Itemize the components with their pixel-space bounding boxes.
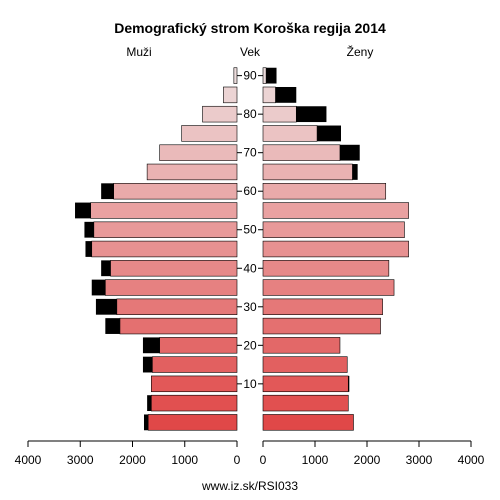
female-bar-10-14 bbox=[262, 375, 349, 393]
female-bar-85-89 bbox=[262, 86, 276, 104]
female-bar-65-69 bbox=[262, 163, 353, 181]
male-excess-40-44 bbox=[101, 260, 111, 277]
male-bar-65-69 bbox=[146, 163, 238, 181]
female-bar-35-39 bbox=[262, 279, 395, 296]
female-axis-tick-label: 4000 bbox=[458, 453, 485, 467]
male-excess-60-64 bbox=[101, 183, 114, 200]
female-excess-10-14 bbox=[348, 375, 350, 392]
right-series-label: Ženy bbox=[347, 44, 374, 59]
male-bar-55-59 bbox=[90, 202, 238, 219]
female-bar-25-29 bbox=[262, 317, 381, 335]
male-bar-0-4 bbox=[147, 414, 238, 431]
female-bar-15-19 bbox=[262, 356, 348, 373]
age-tick-label: 80 bbox=[243, 107, 257, 121]
male-bar-45-49 bbox=[91, 240, 238, 258]
female-axis-tick-label: 0 bbox=[260, 453, 267, 467]
male-excess-30-34 bbox=[95, 298, 117, 315]
female-bar-55-59 bbox=[262, 202, 409, 219]
male-bar-30-34 bbox=[116, 298, 238, 315]
female-excess-75-79 bbox=[317, 125, 341, 142]
female-bar-30-34 bbox=[262, 298, 383, 315]
male-excess-35-39 bbox=[91, 279, 106, 296]
female-bar-5-9 bbox=[262, 394, 349, 412]
age-tick-label: 30 bbox=[243, 300, 257, 314]
male-bar-10-14 bbox=[151, 375, 238, 393]
female-excess-70-74 bbox=[339, 144, 360, 161]
female-axis-tick-label: 3000 bbox=[406, 453, 433, 467]
footer-source: www.iz.sk/RSI033 bbox=[201, 479, 298, 493]
female-bars bbox=[262, 67, 409, 431]
age-tick-label: 40 bbox=[243, 261, 257, 275]
female-bar-20-24 bbox=[262, 337, 341, 354]
age-tick-label: 70 bbox=[243, 146, 257, 160]
male-axis-tick-label: 1000 bbox=[171, 453, 198, 467]
male-bar-15-19 bbox=[152, 356, 238, 373]
male-excess-0-4 bbox=[143, 414, 149, 431]
female-axis-tick-label: 2000 bbox=[354, 453, 381, 467]
male-excess-55-59 bbox=[75, 202, 91, 219]
female-bar-45-49 bbox=[262, 240, 409, 258]
male-bar-35-39 bbox=[105, 279, 238, 296]
age-axis: 10 20 30 40 50 60 70 80 90 bbox=[237, 69, 263, 391]
female-bar-80-84 bbox=[262, 105, 297, 123]
age-axis-label: Vek bbox=[240, 45, 261, 59]
male-bars bbox=[75, 67, 238, 431]
male-bar-90+ bbox=[233, 67, 238, 84]
male-excess-15-19 bbox=[142, 356, 153, 373]
chart-title: Demografický strom Koroška regija 2014 bbox=[114, 20, 386, 36]
male-excess-50-54 bbox=[84, 221, 94, 238]
male-excess-5-9 bbox=[147, 395, 152, 412]
left-series-label: Muži bbox=[126, 45, 151, 59]
age-tick-label: 10 bbox=[243, 377, 257, 391]
male-bar-85-89 bbox=[223, 86, 238, 104]
female-bar-50-54 bbox=[262, 221, 405, 238]
male-bar-20-24 bbox=[159, 337, 238, 354]
female-bar-40-44 bbox=[262, 260, 390, 277]
female-bar-75-79 bbox=[262, 125, 318, 142]
male-axis-tick-label: 3000 bbox=[67, 453, 94, 467]
female-bar-90+ bbox=[262, 67, 267, 84]
male-bar-60-64 bbox=[113, 183, 238, 200]
female-axis-tick-label: 1000 bbox=[302, 453, 329, 467]
male-bar-75-79 bbox=[181, 125, 238, 142]
female-bar-70-74 bbox=[262, 144, 341, 161]
male-axis-tick-label: 0 bbox=[234, 453, 241, 467]
female-excess-85-89 bbox=[275, 86, 297, 103]
male-bar-80-84 bbox=[202, 105, 238, 123]
male-bar-50-54 bbox=[93, 221, 238, 238]
female-excess-90+ bbox=[266, 67, 277, 84]
male-bar-25-29 bbox=[119, 317, 238, 335]
male-bar-5-9 bbox=[151, 394, 238, 412]
female-bar-60-64 bbox=[262, 183, 387, 200]
male-axis-tick-label: 4000 bbox=[15, 453, 42, 467]
age-tick-label: 50 bbox=[243, 223, 257, 237]
age-tick-label: 20 bbox=[243, 338, 257, 352]
male-excess-20-24 bbox=[142, 337, 160, 354]
male-bar-70-74 bbox=[159, 144, 238, 161]
female-x-axis: 0 1000 2000 3000 4000 bbox=[260, 440, 485, 467]
male-excess-25-29 bbox=[105, 318, 120, 334]
male-axis-tick-label: 2000 bbox=[119, 453, 146, 467]
male-bar-40-44 bbox=[110, 260, 238, 277]
female-excess-80-84 bbox=[296, 106, 327, 123]
age-tick-label: 60 bbox=[243, 184, 257, 198]
male-excess-45-49 bbox=[85, 241, 92, 257]
female-bar-0-4 bbox=[262, 414, 354, 431]
female-excess-65-69 bbox=[352, 164, 358, 180]
male-x-axis: 4000 3000 2000 1000 0 bbox=[15, 440, 241, 467]
age-tick-label: 90 bbox=[243, 69, 257, 83]
